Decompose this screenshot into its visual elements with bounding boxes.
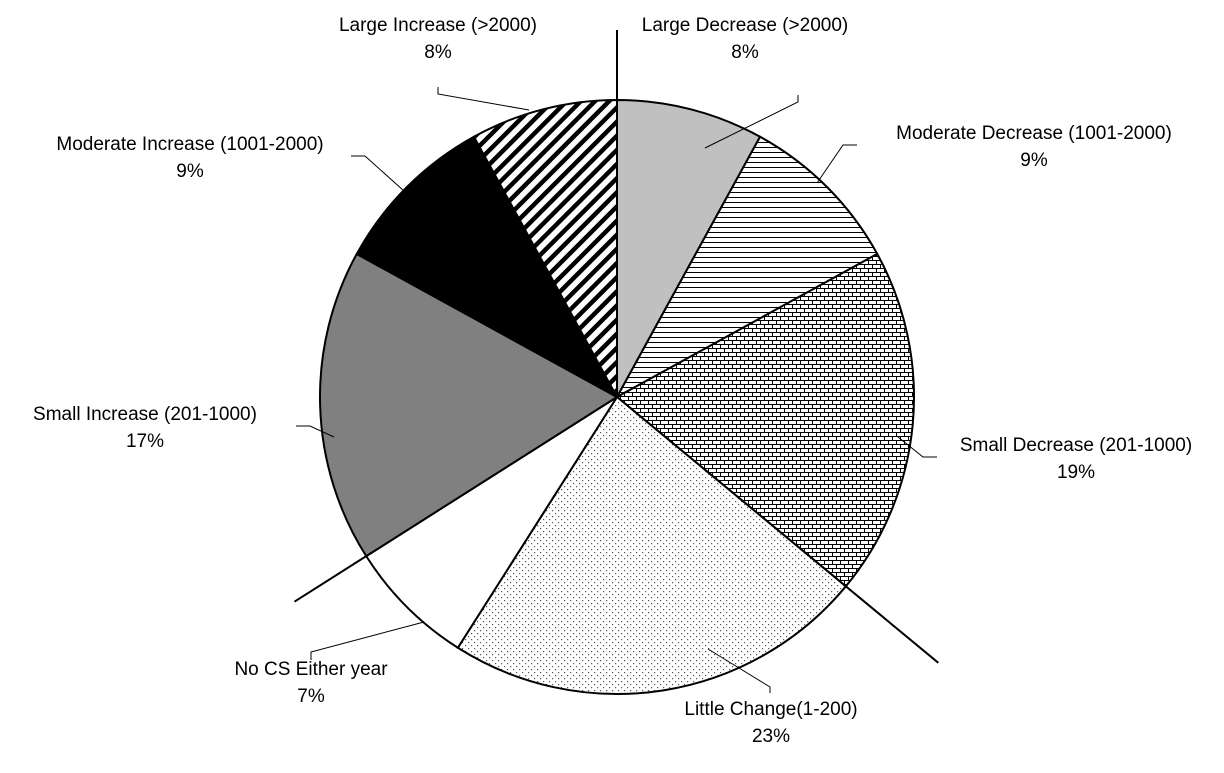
pie-slice xyxy=(616,98,762,398)
slice-label: Large Decrease (>2000) xyxy=(642,15,849,36)
pie-slice xyxy=(614,135,879,400)
leader-line xyxy=(437,87,530,111)
slice-label: Little Change(1-200) xyxy=(684,699,857,720)
leader-line xyxy=(296,425,335,438)
pie-slice xyxy=(472,98,618,398)
slice-value-label: 23% xyxy=(752,726,790,747)
pie-slice xyxy=(364,396,618,650)
slice-value-label: 9% xyxy=(176,161,204,182)
pie-slice xyxy=(615,252,915,588)
slice-label: Moderate Decrease (1001-2000) xyxy=(896,123,1172,144)
slice-label: No CS Either year xyxy=(234,659,388,680)
slice-label: Small Increase (201-1000) xyxy=(33,404,257,425)
slice-value-label: 7% xyxy=(297,686,325,707)
leader-line xyxy=(816,144,857,184)
slice-value-label: 17% xyxy=(126,431,164,452)
slice-value-label: 9% xyxy=(1020,150,1048,171)
slice-label: Small Decrease (201-1000) xyxy=(960,435,1192,456)
slice-value-label: 19% xyxy=(1057,462,1095,483)
axis-line xyxy=(293,555,367,603)
slice-label: Large Increase (>2000) xyxy=(339,15,537,36)
pie-slice xyxy=(319,252,619,558)
leader-line xyxy=(707,648,771,693)
slice-value-label: 8% xyxy=(424,42,452,63)
leader-line xyxy=(897,436,937,458)
leader-line xyxy=(310,621,425,660)
leader-line xyxy=(704,95,799,149)
leader-line xyxy=(351,155,405,192)
slice-label: Moderate Increase (1001-2000) xyxy=(56,134,323,155)
axis-line xyxy=(845,585,939,664)
pie-slice xyxy=(456,395,848,695)
pie-slice xyxy=(355,135,620,400)
slice-value-label: 8% xyxy=(731,42,759,63)
